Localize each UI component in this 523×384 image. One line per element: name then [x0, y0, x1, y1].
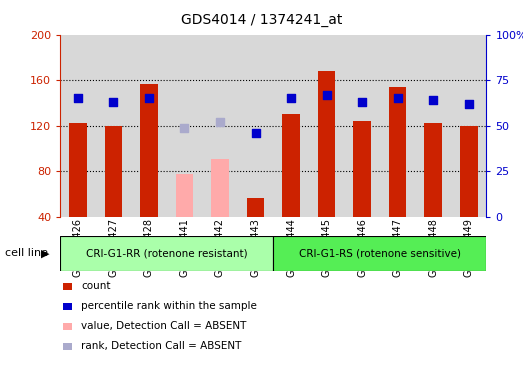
Bar [282, 114, 300, 217]
Bar [389, 87, 406, 217]
Bar [63, 303, 72, 310]
Bar [140, 84, 158, 217]
Bar [274, 236, 486, 271]
Point [180, 124, 189, 131]
Text: cell line: cell line [5, 248, 48, 258]
Bar [63, 343, 72, 350]
Bar [202, 35, 238, 217]
Bar [211, 159, 229, 217]
Bar [167, 35, 202, 217]
Text: percentile rank within the sample: percentile rank within the sample [81, 301, 257, 311]
Bar [247, 198, 265, 217]
Text: ▶: ▶ [41, 248, 50, 258]
Point [429, 97, 437, 103]
Bar [96, 35, 131, 217]
Text: rank, Detection Call = ABSENT: rank, Detection Call = ABSENT [81, 341, 242, 351]
Bar [344, 35, 380, 217]
Text: GDS4014 / 1374241_at: GDS4014 / 1374241_at [181, 13, 342, 27]
Point [393, 95, 402, 101]
Bar [353, 121, 371, 217]
Bar [105, 126, 122, 217]
Point [322, 92, 331, 98]
Text: CRI-G1-RS (rotenone sensitive): CRI-G1-RS (rotenone sensitive) [299, 248, 461, 258]
Bar [131, 35, 167, 217]
Bar [60, 35, 96, 217]
Bar [176, 174, 194, 217]
Point [109, 99, 118, 105]
Text: CRI-G1-RR (rotenone resistant): CRI-G1-RR (rotenone resistant) [86, 248, 247, 258]
Point [358, 99, 366, 105]
Bar [274, 35, 309, 217]
Bar [424, 124, 442, 217]
Point [464, 101, 473, 107]
Point [287, 95, 295, 101]
Bar [451, 35, 486, 217]
Point [74, 95, 82, 101]
Point [216, 119, 224, 125]
Bar [63, 283, 72, 290]
Bar [317, 71, 335, 217]
Bar [69, 124, 87, 217]
Bar [63, 323, 72, 330]
Bar [460, 126, 477, 217]
Bar [380, 35, 415, 217]
Bar [60, 236, 273, 271]
Bar [238, 35, 274, 217]
Bar [309, 35, 344, 217]
Bar [415, 35, 451, 217]
Point [145, 95, 153, 101]
Text: count: count [81, 281, 110, 291]
Text: value, Detection Call = ABSENT: value, Detection Call = ABSENT [81, 321, 246, 331]
Point [252, 130, 260, 136]
